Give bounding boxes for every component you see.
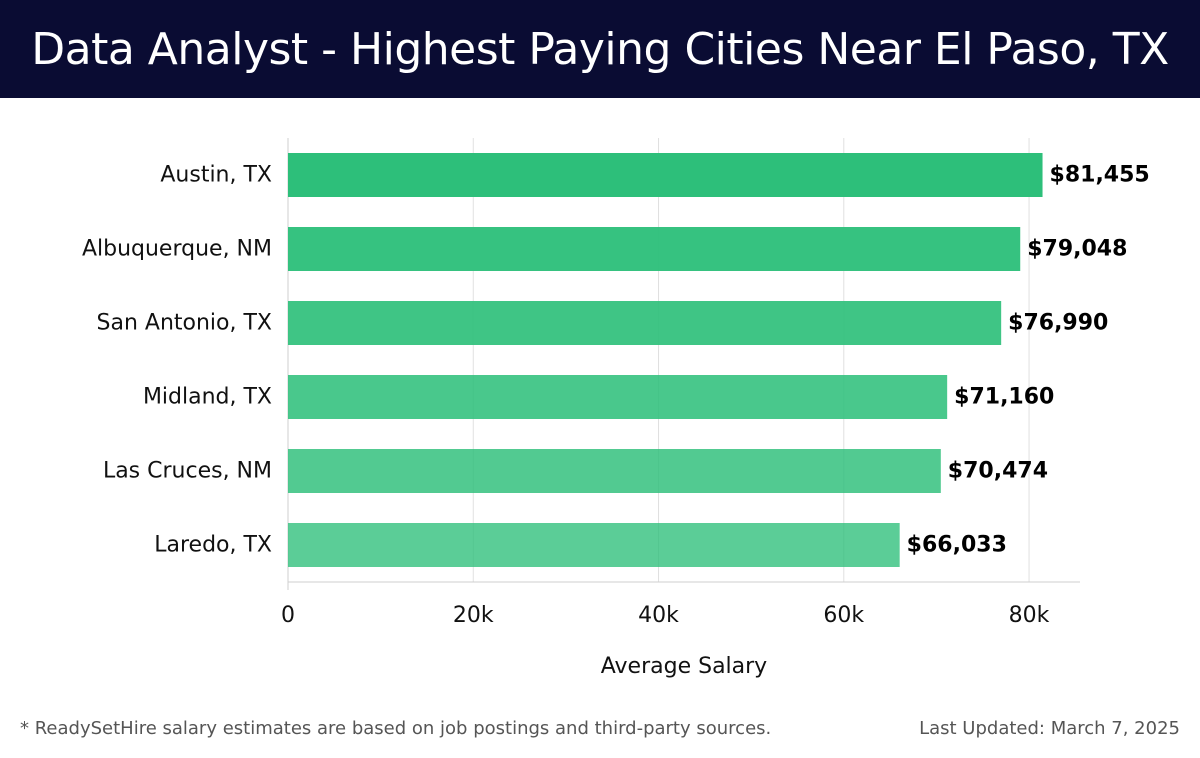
data-label: $66,033 <box>907 533 1007 558</box>
category-label: Midland, TX <box>143 385 272 410</box>
last-updated: Last Updated: March 7, 2025 <box>919 718 1180 739</box>
x-tick-label: 0 <box>281 603 295 628</box>
bar <box>288 153 1043 197</box>
header-bar: Data Analyst - Highest Paying Cities Nea… <box>0 0 1200 98</box>
category-label: Laredo, TX <box>154 533 272 558</box>
x-tick-label: 40k <box>638 603 679 628</box>
data-label: $81,455 <box>1050 163 1150 188</box>
data-label: $70,474 <box>948 459 1048 484</box>
data-label: $79,048 <box>1027 237 1127 262</box>
bar-chart: Austin, TX $81,455 Albuquerque, NM $79,048 S… <box>82 138 1150 679</box>
bar <box>288 523 900 567</box>
category-label: Las Cruces, NM <box>103 459 272 484</box>
x-axis-title: Average Salary <box>601 654 767 679</box>
page-title: Data Analyst - Highest Paying Cities Nea… <box>31 23 1169 75</box>
x-tick-label: 80k <box>1009 603 1050 628</box>
data-label: $76,990 <box>1008 311 1108 336</box>
bar <box>288 375 948 419</box>
bar <box>288 301 1002 345</box>
x-tick-label: 20k <box>453 603 494 628</box>
footnote: * ReadySetHire salary estimates are base… <box>20 718 772 739</box>
category-label: San Antonio, TX <box>97 311 272 336</box>
x-tick-label: 60k <box>823 603 864 628</box>
data-label: $71,160 <box>954 385 1054 410</box>
category-label: Albuquerque, NM <box>82 237 272 262</box>
bar <box>288 449 941 493</box>
category-label: Austin, TX <box>160 163 272 188</box>
bar <box>288 227 1021 271</box>
